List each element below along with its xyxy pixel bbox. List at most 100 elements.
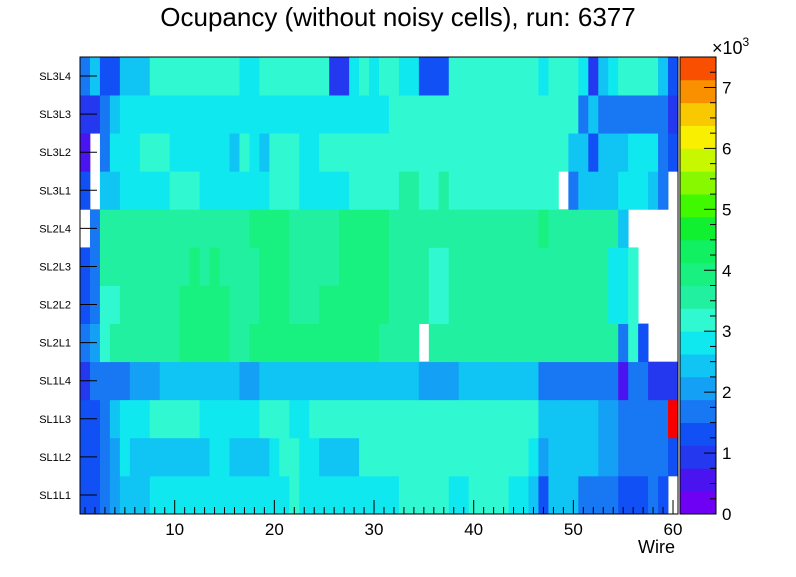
heatmap-cell (398, 475, 410, 515)
z-tick-label: 1 (722, 444, 731, 463)
heatmap-cell (249, 133, 260, 172)
heatmap-cell (189, 437, 200, 477)
heatmap-cell (329, 171, 340, 210)
palette-bin (680, 285, 716, 309)
heatmap-cell (568, 399, 579, 439)
heatmap-cell (239, 247, 250, 286)
heatmap-cell (199, 399, 210, 439)
heatmap-cell (339, 95, 350, 134)
heatmap-cell (398, 95, 410, 134)
heatmap-cell (169, 437, 181, 477)
heatmap-cell (249, 171, 260, 210)
heatmap-cell (588, 133, 599, 172)
heatmap-cell (99, 171, 111, 210)
heatmap-cell (289, 399, 300, 439)
heatmap-cell (618, 209, 629, 248)
heatmap-cell (209, 399, 220, 439)
heatmap-cell (458, 437, 470, 477)
heatmap-cell (329, 399, 340, 439)
heatmap-cell (418, 361, 430, 401)
heatmap-cell (508, 399, 519, 439)
heatmap-cell (159, 323, 171, 363)
heatmap-cell (339, 399, 350, 439)
heatmap-cell (388, 285, 400, 324)
palette-bin (680, 171, 716, 195)
heatmap-cell (568, 247, 579, 286)
heatmap-cell (488, 399, 499, 439)
heatmap-cell (299, 285, 310, 324)
heatmap-cell (488, 133, 499, 172)
heatmap-cell (379, 475, 390, 515)
heatmap-cell (159, 247, 171, 286)
heatmap-cell (468, 95, 480, 134)
heatmap-cell (279, 247, 290, 286)
heatmap-cell (229, 209, 240, 248)
heatmap-cell (488, 285, 499, 324)
heatmap-cell (329, 133, 340, 172)
heatmap-cell (568, 475, 579, 515)
heatmap-cell (219, 247, 230, 286)
heatmap-cell (518, 57, 529, 96)
heatmap-cell (548, 285, 559, 324)
heatmap-cell (219, 285, 230, 324)
heatmap-cell (179, 361, 191, 401)
heatmap-cell (568, 95, 579, 134)
palette-bin (680, 354, 716, 378)
heatmap-cell (448, 285, 460, 324)
heatmap-cell (398, 247, 410, 286)
heatmap-cell (149, 133, 161, 172)
heatmap-cell (349, 323, 360, 363)
heatmap-cell (528, 323, 539, 363)
heatmap-cell (189, 361, 200, 401)
heatmap-cell (119, 95, 131, 134)
heatmap-cell (538, 399, 549, 439)
heatmap-cell (339, 437, 350, 477)
heatmap-cell (109, 399, 121, 439)
heatmap-cell (648, 475, 659, 515)
heatmap-cell (359, 133, 370, 172)
heatmap-cell (598, 247, 609, 286)
heatmap-cell (229, 323, 240, 363)
heatmap-cell (139, 247, 151, 286)
heatmap-cell (299, 437, 310, 477)
heatmap-cell (548, 57, 559, 96)
heatmap-cell (648, 171, 659, 210)
heatmap-cell (289, 323, 300, 363)
heatmap-cell (388, 437, 400, 477)
heatmap-cell (159, 171, 171, 210)
heatmap-cell (618, 437, 629, 477)
heatmap-cell (598, 95, 609, 134)
heatmap-cell (578, 133, 589, 172)
heatmap-cell (518, 285, 529, 324)
heatmap-cell (648, 399, 659, 439)
heatmap-cell (448, 57, 460, 96)
heatmap-cell (418, 247, 430, 286)
heatmap-cell (129, 285, 141, 324)
palette-bin (680, 491, 716, 515)
y-tick-label: SL1L2 (39, 452, 71, 464)
heatmap-cell (139, 171, 151, 210)
heatmap-cell (309, 285, 320, 324)
heatmap-cell (428, 133, 440, 172)
heatmap-cell (508, 171, 519, 210)
heatmap-cell (369, 361, 380, 401)
heatmap-cell (538, 361, 549, 401)
heatmap-cell (458, 133, 470, 172)
heatmap-cell (339, 285, 350, 324)
heatmap-cell (339, 133, 350, 172)
heatmap-cell (418, 399, 430, 439)
palette-bin (680, 376, 716, 401)
heatmap-cell (299, 247, 310, 286)
heatmap-cell (548, 209, 559, 248)
heatmap-cell (129, 437, 141, 477)
heatmap-cell (379, 133, 390, 172)
heatmap-cell (608, 361, 619, 401)
heatmap-cell (369, 247, 380, 286)
heatmap-cell (418, 285, 430, 324)
heatmap-cell (109, 475, 121, 515)
heatmap-cell (99, 323, 111, 363)
heatmap-cell (119, 209, 131, 248)
heatmap-cell (199, 209, 210, 248)
heatmap-cell (498, 323, 509, 363)
